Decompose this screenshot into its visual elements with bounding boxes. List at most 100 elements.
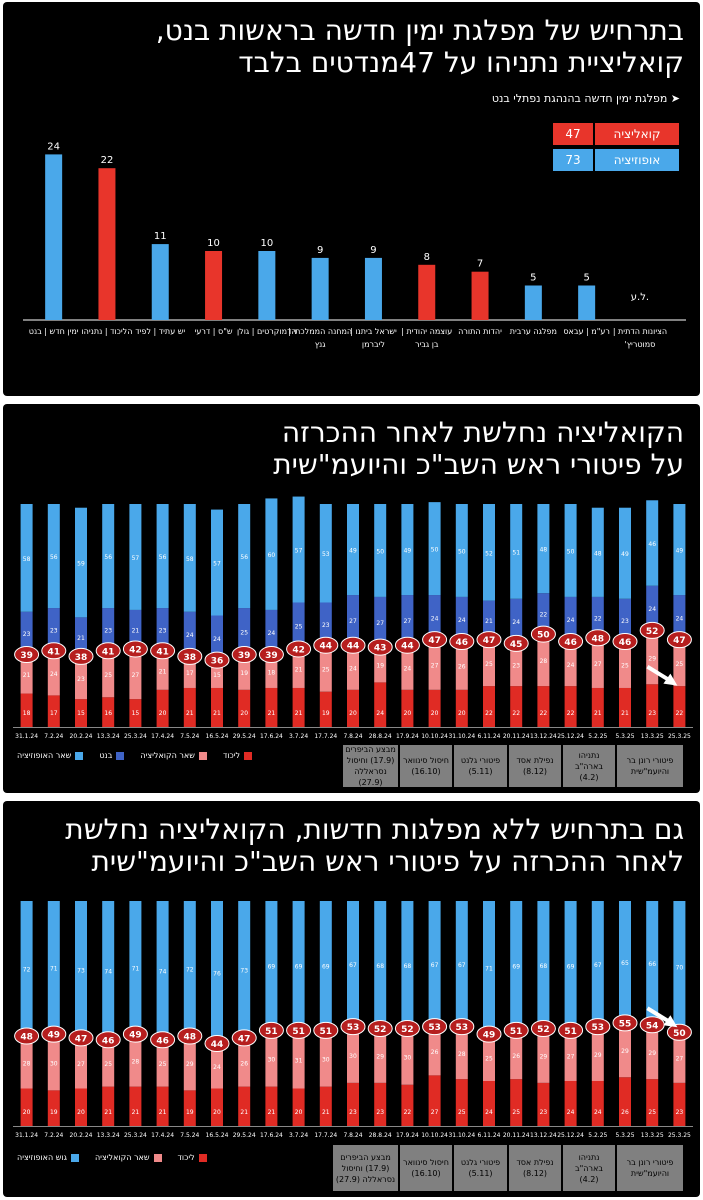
seg-opposition-8 <box>238 901 251 1038</box>
seg-bennett-16 <box>455 596 468 642</box>
seg-value-likud-8: 20 <box>240 710 248 717</box>
date-label-22: 5.3.25 <box>615 1132 634 1139</box>
coalition-total-oval-7 <box>204 1035 230 1052</box>
seg-value-likud-21: 21 <box>594 710 602 717</box>
seg-value-likud-23: 23 <box>648 710 656 717</box>
coalition-total-oval-10 <box>286 640 312 658</box>
seg-bennett-20 <box>564 596 577 642</box>
seg-coalition-rest-2 <box>75 1037 87 1089</box>
seg-value-opposition-0: 72 <box>23 967 31 974</box>
date-label-15: 10.10.24 <box>421 733 448 740</box>
legend-opposition-rest: שאר האופוזיציה <box>17 751 72 760</box>
category-label-1: הליכוד | נתניהו <box>81 327 132 336</box>
annotation-gallant-firing: פיטורי גלנט (5.11) <box>454 745 507 787</box>
seg-coalition-rest-0 <box>20 1036 33 1089</box>
seg-value-opposition-11: 69 <box>322 964 330 971</box>
coalition-total-17: 47 <box>483 636 496 646</box>
seg-value-likud-13: 23 <box>376 1109 384 1116</box>
seg-value-likud-22: 21 <box>621 710 629 717</box>
seg-value-bennett-16: 24 <box>458 617 466 624</box>
seg-value-coalition-rest-16: 28 <box>458 1051 466 1058</box>
seg-opposition-14 <box>401 901 414 1029</box>
seg-value-coalition-rest-2: 27 <box>77 1061 85 1068</box>
seg-coalition-rest-2 <box>75 656 87 700</box>
seg-coalition-rest-19 <box>537 634 550 687</box>
seg-value-opposition-4: 71 <box>132 966 140 973</box>
seg-likud-6 <box>183 687 196 727</box>
seg-opposition-19 <box>537 901 550 1029</box>
legend3-opposition-swatch <box>70 1153 79 1162</box>
seg-coalition-rest-3 <box>102 650 115 698</box>
seg-coalition-rest-14 <box>401 1028 414 1085</box>
coalition-total-oval-10 <box>286 1021 312 1039</box>
coalition-total-oval-14 <box>394 1020 420 1037</box>
seg-value-coalition-rest-5: 21 <box>159 668 167 675</box>
seg-bennett-0 <box>20 611 33 655</box>
seg-opposition-rest-10 <box>292 496 305 603</box>
coalition-total-16: 53 <box>456 1023 469 1033</box>
legend-likud-swatch <box>244 751 253 760</box>
seg-value-bennett-9: 24 <box>268 630 276 637</box>
seg-value-coalition-rest-21: 27 <box>594 661 602 668</box>
seg-value-opposition-24: 70 <box>676 965 684 972</box>
coalition-total-16: 46 <box>456 638 469 648</box>
seg-coalition-rest-13 <box>374 647 387 683</box>
date-label-13: 28.8.24 <box>369 733 392 740</box>
seg-value-opposition-14: 68 <box>404 963 412 970</box>
seg-value-bennett-24: 24 <box>676 615 684 622</box>
seg-value-likud-23: 25 <box>648 1109 656 1116</box>
seg-value-bennett-14: 27 <box>404 618 412 625</box>
bar-value-7: 8 <box>424 252 430 263</box>
date-label-16: 31.10.24 <box>448 733 475 740</box>
coalition-total-5: 41 <box>156 647 169 657</box>
panel1-title-line1: בתרחיש של מפלגת ימין חדשה בראשות בנט, <box>155 14 684 47</box>
date-label-22: 5.3.25 <box>615 733 634 740</box>
seg-value-likud-1: 19 <box>50 1109 58 1116</box>
seg-likud-15 <box>428 689 441 727</box>
date-label-3: 13.3.24 <box>97 733 120 740</box>
seg-coalition-rest-14 <box>401 645 414 690</box>
seg-value-likud-21: 24 <box>594 1109 602 1116</box>
seg-coalition-rest-22 <box>619 641 631 688</box>
seg-likud-4 <box>129 1086 142 1126</box>
legend-opposition-rest-swatch <box>75 751 84 760</box>
seg-value-bennett-23: 24 <box>648 606 656 613</box>
category-label-6-1: ליברמן <box>362 340 385 349</box>
coalition-total-18: 51 <box>510 1027 523 1037</box>
seg-opposition-20 <box>564 901 577 1031</box>
seg-value-coalition-rest-8: 19 <box>240 670 248 677</box>
seg-value-likud-15: 27 <box>431 1109 439 1116</box>
coalition-total-oval-3 <box>95 642 121 660</box>
seg-value-likud-20: 22 <box>567 710 575 717</box>
annotation3-bar-firing: פיטורי רונן בר והיועמ"שית <box>617 1145 683 1191</box>
seg-value-opposition-22: 65 <box>621 960 629 967</box>
seg-value-bennett-21: 22 <box>594 615 602 622</box>
seg-bennett-5 <box>156 608 169 651</box>
coalition-total-oval-24 <box>666 631 692 649</box>
date-label-5: 17.4.24 <box>151 733 174 740</box>
seg-value-likud-6: 21 <box>186 710 194 717</box>
seg-likud-17 <box>483 1081 495 1126</box>
seg-likud-20 <box>564 1081 577 1126</box>
date-label-7: 16.5.24 <box>206 733 229 740</box>
legend-coalition-rest-swatch <box>198 751 207 760</box>
coalition-total-19: 52 <box>537 1025 550 1035</box>
seg-likud-4 <box>129 699 142 727</box>
seg-value-bennett-15: 24 <box>431 615 439 622</box>
seg-likud-0 <box>20 1088 33 1126</box>
date-label-12: 7.8.24 <box>343 733 362 740</box>
coalition-total-6: 48 <box>184 1033 197 1043</box>
seg-likud-9 <box>265 687 278 727</box>
category-label-5: המחנה הממלכתי | <box>288 327 352 336</box>
seg-value-coalition-rest-18: 23 <box>512 663 520 670</box>
seg-likud-20 <box>564 686 577 727</box>
seg-value-opposition-2: 73 <box>77 967 85 974</box>
seg-value-bennett-11: 23 <box>322 622 330 629</box>
seg-value-opposition-19: 68 <box>540 963 548 970</box>
coalition-total-8: 39 <box>238 651 251 661</box>
seg-value-coalition-rest-9: 30 <box>268 1057 276 1064</box>
coalition-total-oval-9 <box>258 1021 284 1039</box>
seg-opposition-rest-1 <box>47 504 60 609</box>
seg-opposition-3 <box>102 901 115 1040</box>
seg-value-opposition-rest-18: 51 <box>512 549 520 556</box>
